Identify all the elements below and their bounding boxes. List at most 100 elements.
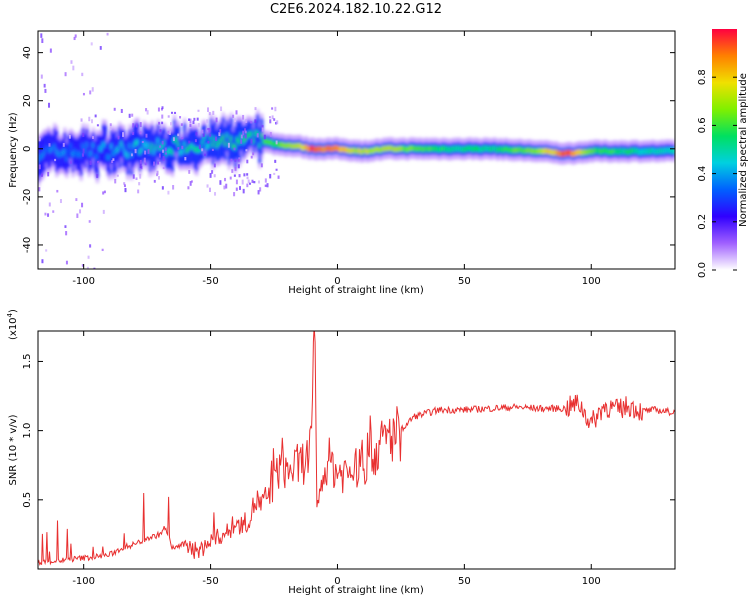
spectrogram-ridge-cell	[412, 145, 416, 152]
spectrogram-ridge-cell	[627, 149, 631, 156]
spectrogram-speckle-cell	[220, 106, 223, 112]
spectrogram-ridge-cell	[589, 148, 593, 154]
spectrogram-ridge-cell	[396, 146, 400, 153]
spectrogram-speckle-cell	[241, 179, 244, 185]
spectrogram-ridge-cell	[469, 145, 473, 151]
spectrogram-speckle-cell	[123, 182, 126, 185]
spectrogram-speckle-cell	[230, 158, 233, 162]
spectrogram-ridge-cell	[463, 146, 467, 153]
spectrogram-ridge-cell	[672, 148, 675, 154]
spectrogram-speckle-cell	[234, 118, 237, 122]
spectrogram-ridge-cell	[136, 139, 140, 145]
spectrogram-speckle-cell	[75, 198, 78, 202]
spectrogram-ridge-cell	[97, 145, 101, 152]
snr-y-axis-label: SNR (10 * v/v)	[8, 414, 19, 485]
spectrogram-speckle-cell	[244, 130, 247, 134]
spectrogram-ridge-cell	[390, 145, 394, 151]
spectrogram-ridge-cell	[152, 149, 156, 155]
colorbar: 0.0 0.2 0.4 0.6 0.8 Normalized spectral ampl…	[697, 29, 749, 278]
spectrogram-speckle-cell	[273, 118, 276, 121]
spectrogram-ridge-cell	[65, 155, 69, 162]
spectrogram-ridge-cell	[642, 148, 646, 155]
spectrogram-speckle-cell	[69, 160, 72, 164]
spectrogram-speckle-cell	[74, 34, 77, 38]
spectrogram-ridge-cell	[595, 147, 599, 154]
spectrogram-ridge-cell	[181, 148, 185, 155]
spectrogram-speckle-cell	[249, 182, 252, 185]
spectrogram-ridge-cell	[268, 139, 272, 146]
spectrogram-ridge-cell	[144, 143, 148, 150]
spectrogram-speckle-cell	[146, 110, 149, 115]
spectrogram-ridge-cell	[101, 141, 105, 148]
spectrogram-ridge-cell	[357, 147, 361, 154]
spectrogram-speckle-cell	[47, 213, 50, 217]
spectrogram-ridge-cell	[248, 131, 252, 138]
spectrogram-speckle-cell	[81, 72, 84, 77]
spectrogram-ridge-cell	[637, 149, 641, 156]
spectrogram-ridge-cell	[570, 150, 574, 157]
spectrogram-speckle-cell	[162, 149, 165, 153]
spectrogram-speckle-cell	[90, 42, 93, 46]
spectrogram-speckle-cell	[153, 161, 156, 166]
spectrogram-ridge-cell	[473, 145, 477, 152]
spectrogram-ridge-cell	[650, 147, 654, 154]
spectrogram-speckle-cell	[238, 186, 241, 190]
spectrogram-speckle-cell	[158, 161, 161, 165]
spectrogram-speckle-cell	[40, 33, 43, 38]
spectrogram-speckle-cell	[252, 152, 255, 156]
spectrogram-ridge-cell	[544, 147, 548, 154]
spectrogram-ridge-cell	[292, 142, 296, 149]
spectrogram-ridge-cell	[552, 149, 556, 156]
spectrogram-ridge-cell	[290, 143, 294, 150]
spectrogram-ridge-cell	[122, 145, 126, 152]
spectrogram-ridge-cell	[378, 147, 382, 153]
spectrogram-speckle-cell	[157, 161, 160, 165]
spectrogram-speckle-cell	[250, 121, 253, 124]
spectrogram-speckle-cell	[184, 156, 187, 161]
spectrogram-ridge-cell	[382, 145, 386, 152]
spectrogram-ridge-cell	[351, 147, 355, 154]
x-tick-label: -100	[72, 576, 95, 587]
spectrogram-ridge-cell	[548, 148, 552, 155]
spectrogram-ridge-cell	[53, 143, 57, 150]
spectrogram-speckle-cell	[242, 130, 245, 136]
spectrogram-speckle-cell	[232, 114, 235, 118]
spectrogram-ridge-cell	[467, 145, 471, 152]
spectrogram-ridge-cell	[229, 135, 233, 142]
spectrogram-ridge-cell	[664, 147, 668, 154]
spectrogram-ridge-cell	[666, 147, 670, 154]
spectrogram-ridge-cell	[349, 147, 353, 154]
spectrogram-speckle-cell	[233, 174, 236, 177]
spectrogram-ridge-cell	[408, 145, 412, 152]
spectrogram-speckle-cell	[130, 153, 133, 157]
spectrogram-speckle-cell	[237, 158, 240, 162]
spectrogram-x-axis-label: Height of straight line (km)	[288, 285, 424, 296]
spectrogram-speckle-cell	[103, 190, 106, 194]
spectrogram-ridge-cell	[162, 140, 166, 147]
spectrogram-speckle-cell	[158, 121, 161, 125]
snr-ticks: -100 -50 0 50 100 0.5 1.0 1.5	[22, 331, 675, 587]
spectrogram-ridge-cell	[615, 148, 619, 155]
spectrogram-speckle-cell	[193, 117, 196, 121]
snr-frame	[37, 330, 676, 570]
spectrogram-ridge-cell	[359, 149, 363, 155]
spectrogram-ridge-cell	[221, 134, 225, 141]
spectrogram-ridge-cell	[339, 146, 343, 153]
spectrogram-ridge-cell	[621, 148, 625, 155]
spectrogram-speckle-cell	[124, 187, 127, 193]
spectrogram-ridge-cell	[215, 142, 219, 149]
spectrogram-ridge-cell	[410, 145, 414, 152]
spectrogram-ridge-cell	[384, 145, 388, 152]
spectrogram-ridge-cell	[426, 146, 430, 153]
spectrogram-speckle-cell	[238, 174, 241, 178]
spectrogram-ridge-cell	[302, 145, 306, 151]
spectrogram-ridge-cell	[45, 145, 49, 152]
spectrogram-ridge-cell	[237, 139, 241, 145]
spectrogram-speckle-cell	[189, 118, 192, 124]
spectrogram-speckle-cell	[276, 120, 279, 125]
spectrogram-speckle-cell	[227, 142, 230, 148]
spectrogram-speckle-cell	[86, 266, 89, 269]
spectrogram-speckle-cell	[91, 87, 94, 92]
spectrogram-speckle-cell	[41, 38, 44, 44]
spectrogram-speckle-cell	[112, 158, 115, 161]
